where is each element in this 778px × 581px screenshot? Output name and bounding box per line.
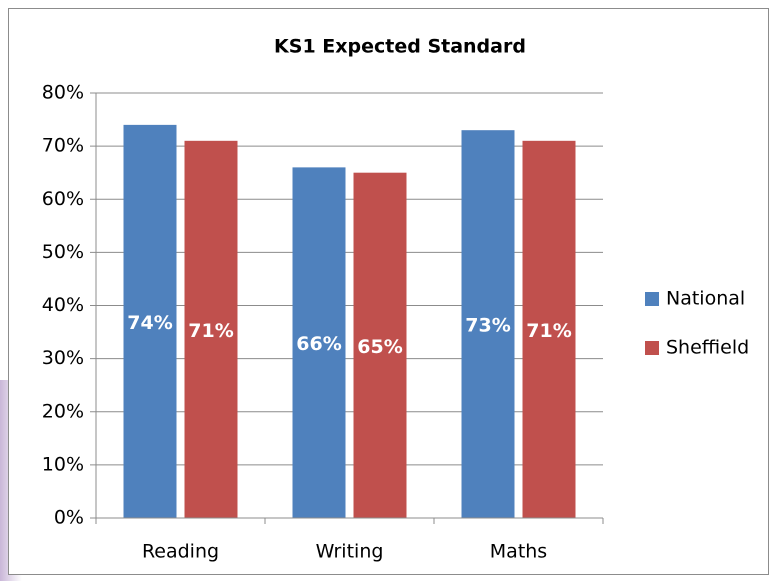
bar (522, 140, 576, 518)
y-tick-label: 70% (42, 135, 84, 157)
y-tick-label: 40% (42, 294, 84, 316)
y-tick-label: 10% (42, 453, 84, 475)
y-tick-label: 0% (54, 507, 84, 529)
legend-label: National (666, 288, 745, 310)
value-label: 71% (188, 320, 233, 342)
x-tick-label: Maths (490, 541, 547, 563)
value-label: 65% (357, 336, 402, 358)
legend-swatch (645, 292, 659, 306)
y-tick-label: 20% (42, 400, 84, 422)
chart-title: KS1 Expected Standard (274, 36, 526, 58)
bar (292, 167, 346, 518)
bar (184, 140, 238, 518)
x-tick-label: Reading (142, 541, 219, 563)
y-tick-label: 60% (42, 188, 84, 210)
value-label: 74% (127, 312, 172, 334)
y-tick-label: 30% (42, 347, 84, 369)
y-tick-label: 50% (42, 241, 84, 263)
value-label: 66% (296, 333, 341, 355)
legend-label: Sheffield (666, 337, 749, 359)
bar (461, 130, 515, 518)
x-tick-label: Writing (316, 541, 384, 563)
bar (123, 124, 177, 518)
y-tick-label: 80% (42, 82, 84, 104)
bar (353, 172, 407, 518)
value-label: 71% (526, 320, 571, 342)
value-label: 73% (465, 315, 510, 337)
legend-swatch (645, 341, 659, 355)
